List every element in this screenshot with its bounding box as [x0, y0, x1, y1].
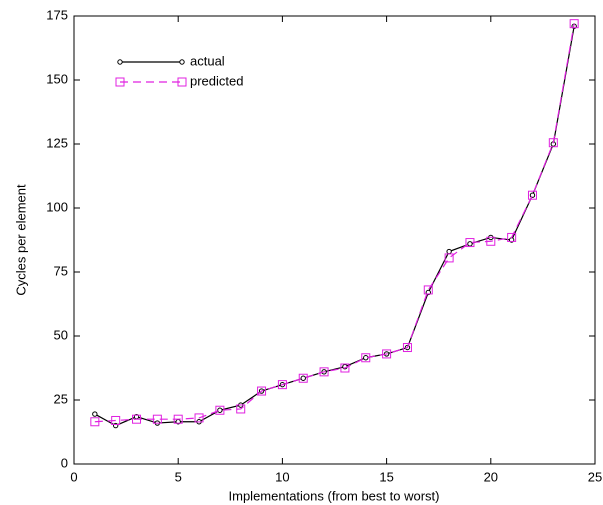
x-tick-label: 10 — [275, 469, 289, 484]
point — [529, 192, 536, 198]
y-tick-label: 0 — [61, 455, 68, 470]
point — [548, 138, 558, 148]
point — [215, 405, 225, 415]
y-tick-label: 75 — [54, 263, 68, 278]
legend-marker — [179, 59, 185, 65]
y-tick-label: 25 — [54, 391, 68, 406]
point — [298, 373, 308, 383]
point — [465, 238, 475, 248]
x-tick-label: 15 — [379, 469, 393, 484]
point — [257, 386, 267, 396]
point — [92, 411, 98, 417]
point — [90, 417, 100, 427]
x-axis-label: Implementations (from best to worst) — [229, 488, 440, 503]
legend-label: actual — [190, 53, 225, 68]
point — [300, 375, 306, 381]
point — [319, 367, 329, 377]
y-tick-label: 125 — [46, 135, 68, 150]
point — [194, 413, 204, 423]
y-axis-label: Cycles per element — [13, 184, 28, 296]
point — [527, 190, 537, 200]
point — [217, 407, 223, 413]
x-tick-label: 25 — [588, 469, 602, 484]
y-tick-label: 175 — [46, 7, 68, 22]
point — [446, 248, 452, 255]
point — [486, 236, 496, 246]
point — [507, 232, 517, 242]
series-line — [94, 23, 575, 423]
point — [340, 363, 350, 373]
point — [467, 241, 473, 247]
point — [173, 414, 183, 424]
legend-marker — [115, 77, 125, 87]
point — [444, 253, 454, 263]
legend-marker — [117, 59, 123, 65]
point — [132, 414, 142, 424]
series-line — [94, 26, 575, 427]
y-tick-label: 100 — [46, 199, 68, 214]
plot-frame — [73, 15, 596, 465]
y-tick-label: 150 — [46, 71, 68, 86]
point — [361, 353, 371, 363]
x-tick-label: 5 — [175, 469, 182, 484]
legend-marker — [177, 77, 187, 87]
point — [277, 380, 287, 390]
point — [569, 19, 579, 29]
y-tick-label: 50 — [54, 327, 68, 342]
point — [423, 285, 433, 295]
x-tick-label: 0 — [70, 469, 77, 484]
point — [111, 415, 121, 425]
x-tick-label: 20 — [484, 469, 498, 484]
point — [402, 343, 412, 353]
point — [152, 414, 162, 424]
point — [236, 404, 246, 414]
point — [382, 349, 392, 359]
legend-label: predicted — [190, 73, 243, 88]
